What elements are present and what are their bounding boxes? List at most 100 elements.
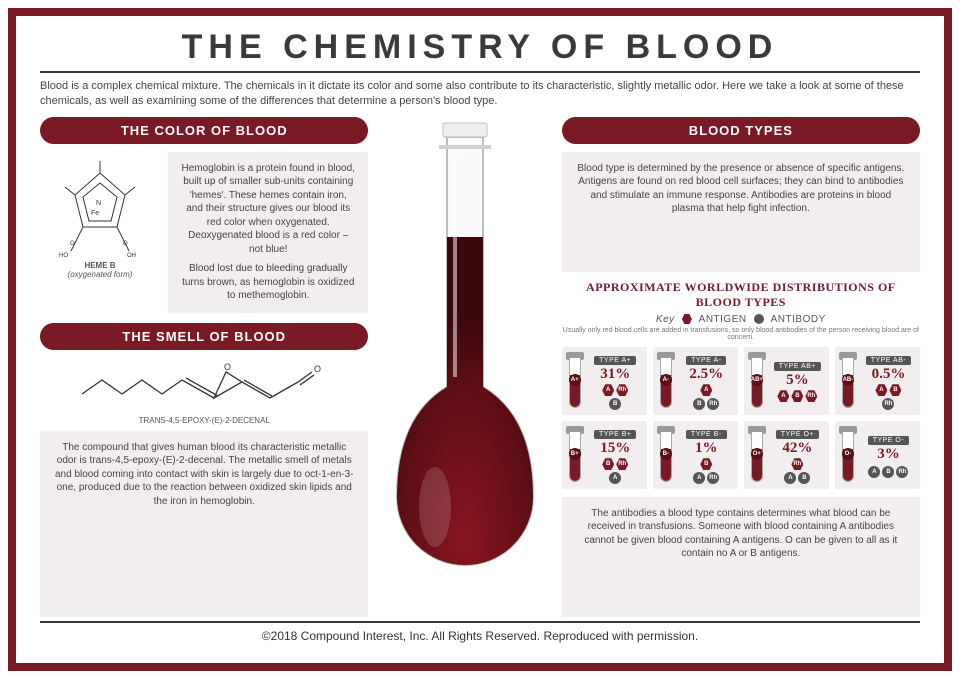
color-text-2: Blood lost due to bleeding gradually tur… xyxy=(180,262,356,303)
type-label: TYPE O+ xyxy=(776,430,819,439)
blood-type-card: O+ TYPE O+ 42% Rh AB xyxy=(744,421,829,489)
blood-type-card: B+ TYPE B+ 15% BRh A xyxy=(562,421,647,489)
antigen-tag: Rh xyxy=(791,458,803,470)
antigen-tag: B xyxy=(791,390,803,402)
blood-type-card: A- TYPE A- 2.5% A BRh xyxy=(653,347,738,415)
antigen-row: AB xyxy=(861,384,916,396)
type-percentage: 1% xyxy=(679,441,734,456)
svg-text:O: O xyxy=(224,362,231,372)
columns: THE COLOR OF BLOOD N Fe xyxy=(40,117,920,617)
intro-text: Blood is a complex chemical mixture. The… xyxy=(40,79,920,109)
antibody-tag: A xyxy=(868,466,880,478)
test-tube-icon: A+ xyxy=(566,352,584,408)
antigen-tag: A xyxy=(777,390,789,402)
type-label: TYPE A+ xyxy=(594,356,636,365)
svg-text:Fe: Fe xyxy=(91,210,99,217)
antibody-row: A xyxy=(588,472,643,484)
test-tube-icon: AB- xyxy=(839,352,857,408)
antibody-tag: A xyxy=(784,472,796,484)
color-text-1: Hemoglobin is a protein found in blood, … xyxy=(180,162,356,257)
test-tube-icon: A- xyxy=(657,352,675,408)
page-title: THE CHEMISTRY OF BLOOD xyxy=(40,28,920,73)
legend-key: Key ANTIGEN ANTIBODY xyxy=(562,314,920,325)
antigen-tag: A xyxy=(700,384,712,396)
tube-info: TYPE O- 3% ABRh xyxy=(861,429,916,478)
svg-text:OH: OH xyxy=(127,253,136,259)
antigen-tag: Rh xyxy=(805,390,817,402)
transfusion-note: Usually only red blood cells are added i… xyxy=(562,327,920,341)
type-percentage: 2.5% xyxy=(679,367,734,382)
types-outro: The antibodies a blood type contains det… xyxy=(562,497,920,617)
heading-smell-of-blood: THE SMELL OF BLOOD xyxy=(40,323,368,350)
antibody-row: AB xyxy=(770,472,825,484)
left-column: THE COLOR OF BLOOD N Fe xyxy=(40,117,368,617)
antibody-tag: Rh xyxy=(896,466,908,478)
tube-info: TYPE AB- 0.5% AB Rh xyxy=(861,349,916,410)
antibody-tag: B xyxy=(882,466,894,478)
test-tube-icon: O+ xyxy=(748,426,766,482)
type-label: TYPE B- xyxy=(686,430,727,439)
footer-copyright: ©2018 Compound Interest, Inc. All Rights… xyxy=(40,621,920,643)
antigen-row: ABRh xyxy=(770,390,825,402)
smell-molecule: O O TRANS-4,5-EPOXY-(E)-2-DECENAL xyxy=(40,358,368,425)
antibody-tag: B xyxy=(609,398,621,410)
antigen-icon xyxy=(682,314,692,324)
test-tube-icon: O- xyxy=(839,426,857,482)
antigen-row: ARh xyxy=(588,384,643,396)
antigen-tag: A xyxy=(875,384,887,396)
heme-icon: N Fe HO OH O O xyxy=(45,155,155,259)
key-antibody-label: ANTIBODY xyxy=(771,314,826,325)
blood-type-card: B- TYPE B- 1% B ARh xyxy=(653,421,738,489)
antigen-row: A xyxy=(679,384,734,396)
heme-caption-name: HEME B xyxy=(84,261,115,270)
smell-text: The compound that gives human blood its … xyxy=(52,441,356,509)
type-percentage: 3% xyxy=(861,447,916,462)
svg-text:HO: HO xyxy=(59,253,68,259)
type-percentage: 31% xyxy=(588,367,643,382)
svg-text:O: O xyxy=(123,241,128,247)
decenal-icon: O O xyxy=(74,358,334,414)
blood-type-card: O- TYPE O- 3% ABRh xyxy=(835,421,920,489)
type-percentage: 15% xyxy=(588,441,643,456)
antibody-tag: B xyxy=(798,472,810,484)
key-label: Key xyxy=(656,314,675,325)
blood-type-grid: A+ TYPE A+ 31% ARh B A- TYPE A- 2.5% A B… xyxy=(562,347,920,489)
types-intro-text: Blood type is determined by the presence… xyxy=(574,162,908,216)
antigen-row: BRh xyxy=(588,458,643,470)
antigen-tag: Rh xyxy=(616,384,628,396)
distribution-heading: APPROXIMATE WORLDWIDE DISTRIBUTIONS OF B… xyxy=(562,280,920,310)
heading-color-of-blood: THE COLOR OF BLOOD xyxy=(40,117,368,144)
type-label: TYPE AB+ xyxy=(774,362,821,371)
center-column xyxy=(380,117,549,617)
tube-info: TYPE B+ 15% BRh A xyxy=(588,423,643,484)
type-label: TYPE O- xyxy=(868,436,910,445)
infographic-frame: THE CHEMISTRY OF BLOOD Blood is a comple… xyxy=(8,8,952,671)
svg-text:O: O xyxy=(70,241,75,247)
antibody-row: BRh xyxy=(679,398,734,410)
svg-text:N: N xyxy=(96,200,101,207)
heme-b-structure: N Fe HO OH O O HEME B (oxygenated form) xyxy=(40,152,160,282)
color-row: N Fe HO OH O O HEME B (oxygenated form) … xyxy=(40,152,368,313)
type-percentage: 0.5% xyxy=(861,367,916,382)
type-percentage: 5% xyxy=(770,373,825,388)
antibody-row: ABRh xyxy=(861,466,916,478)
blood-type-card: AB- TYPE AB- 0.5% AB Rh xyxy=(835,347,920,415)
svg-text:O: O xyxy=(314,364,321,374)
tube-info: TYPE A+ 31% ARh B xyxy=(588,349,643,410)
antigen-row: Rh xyxy=(770,458,825,470)
test-tube-icon: B- xyxy=(657,426,675,482)
tube-info: TYPE AB+ 5% ABRh xyxy=(770,355,825,404)
type-label: TYPE AB- xyxy=(866,356,912,365)
antigen-tag: B xyxy=(700,458,712,470)
smell-mol-caption: TRANS-4,5-EPOXY-(E)-2-DECENAL xyxy=(40,416,368,425)
antibody-tag: A xyxy=(609,472,621,484)
type-label: TYPE A- xyxy=(686,356,726,365)
key-antigen-label: ANTIGEN xyxy=(699,314,747,325)
tube-info: TYPE O+ 42% Rh AB xyxy=(770,423,825,484)
volumetric-flask-icon xyxy=(385,117,545,617)
right-column: BLOOD TYPES Blood type is determined by … xyxy=(562,117,920,617)
blood-type-card: A+ TYPE A+ 31% ARh B xyxy=(562,347,647,415)
heading-blood-types: BLOOD TYPES xyxy=(562,117,920,144)
antibody-tag: Rh xyxy=(707,398,719,410)
antibody-tag: Rh xyxy=(882,398,894,410)
